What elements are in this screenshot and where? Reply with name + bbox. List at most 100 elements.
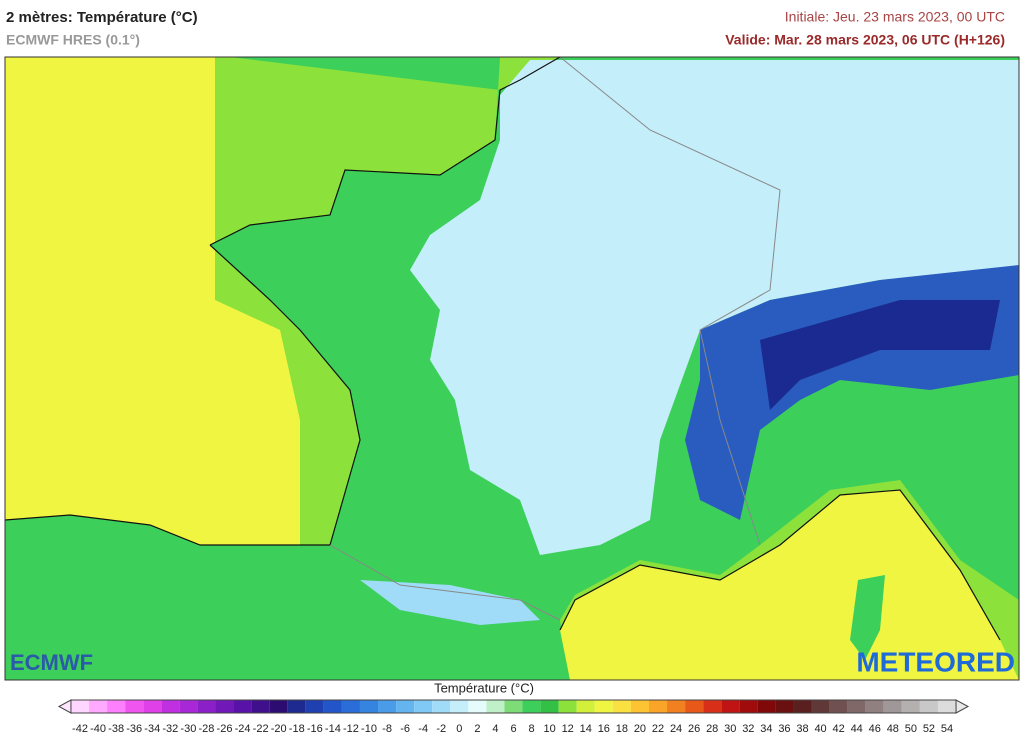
colorbar-swatch [865,700,884,713]
colorbar-tick-label: -24 [235,723,251,735]
colorbar-tick-label: -42 [72,723,88,735]
colorbar-tick-label: 14 [580,723,592,735]
colorbar-tick-label: -12 [343,723,359,735]
colorbar-tick-label: -36 [126,723,142,735]
colorbar-swatch [161,700,180,713]
colorbar-swatch [251,700,270,713]
colorbar-swatch [847,700,866,713]
ecmwf-logo: ECMWF [10,650,93,675]
map: ECMWF METEORED [4,56,1020,681]
colorbar-swatch [901,700,920,713]
colorbar-tick-label: 34 [760,723,772,735]
colorbar-swatch [739,700,758,713]
coastline [559,489,1001,641]
colorbar-swatch [612,700,631,713]
colorbar-tick-label: 22 [652,723,664,735]
colorbar-tick-label: 26 [688,723,700,735]
colorbar-swatch [829,700,848,713]
colorbar-swatch [721,700,740,713]
coastline [4,244,361,546]
colorbar-swatch [576,700,595,713]
colorbar-swatch [70,700,90,713]
colorbar-tick-label: 10 [544,723,556,735]
colorbar-swatch [630,700,649,713]
colorbar-tick-label: 12 [562,723,574,735]
colorbar-swatch [811,700,830,713]
colorbar-swatch [359,700,379,713]
cold-plains [410,60,1019,555]
colorbar-swatch [323,700,342,713]
colorbar-tick-label: -38 [108,723,124,735]
colorbar-swatch [486,700,505,713]
colorbar-swatch [919,700,938,713]
colorbar-tick-label: 50 [905,723,917,735]
colorbar-swatch [215,700,234,713]
colorbar-swatch [197,700,216,713]
colorbar-tick-label: 4 [492,723,498,735]
colorbar-swatch [269,700,288,713]
alpine-peaks [760,300,1000,410]
colorbar-tick-label: 0 [456,723,462,735]
title: 2 mètres: Température (°C) [6,9,198,26]
map-frame [4,56,1020,681]
colorbar-swatch [648,700,668,713]
colorbar-tick-label: -32 [162,723,178,735]
legend-title: Température (°C) [434,680,534,695]
colorbar-swatch [233,700,252,713]
colorbar-swatch [775,700,794,713]
colorbar: -42 -40 -38 -36 -34 -32 -30 -28 -26 -24 -22 -20 -18-… [57,699,970,735]
border [329,544,561,621]
colorbar-tick-label: -8 [382,723,392,735]
meteored-logo: METEORED [856,646,1015,677]
coastline [209,56,561,246]
colorbar-swatch [594,700,613,713]
colorbar-tick-label: 48 [887,723,899,735]
colorbar-tick-label: -28 [198,723,214,735]
colorbar-swatch [341,700,360,713]
colorbar-frame [70,699,957,714]
colorbar-tick-label: 32 [742,723,754,735]
colorbar-swatch [179,700,198,713]
colorbar-swatch [305,700,324,713]
colorbar-tick-label: 44 [851,723,863,735]
colorbar-tick-label: 54 [941,723,953,735]
colorbar-swatch [558,700,577,713]
initial-time: Initiale: Jeu. 23 mars 2023, 00 UTC [785,9,1005,25]
valid-time: Valide: Mar. 28 mars 2023, 06 UTC (H+126… [725,32,1005,48]
colorbar-swatch [522,700,541,713]
colorbar-tick-label: 2 [474,723,480,735]
colorbar-tick-label: 30 [724,723,736,735]
colorbar-under [57,699,72,714]
colorbar-tick-label: 18 [616,723,628,735]
colorbar-swatch [937,700,957,713]
colorbar-swatch [450,700,469,713]
colorbar-tick-label: -30 [180,723,196,735]
colorbar-swatch [540,700,559,713]
colorbar-tick-label: 40 [814,723,826,735]
colorbar-swatch [89,700,108,713]
colorbar-tick-label: 38 [796,723,808,735]
colorbar-tick-label: 52 [923,723,935,735]
colorbar-swatch [504,700,523,713]
subtitle: ECMWF HRES (0.1°) [6,32,140,48]
colorbar-tick-label: -6 [400,723,410,735]
colorbar-tick-label: -40 [90,723,106,735]
colorbar-tick-label: -26 [217,723,233,735]
colorbar-tick-label: 20 [634,723,646,735]
colorbar-swatch [143,700,162,713]
colorbar-tick-label: 46 [869,723,881,735]
corsica [850,575,885,660]
colorbar-tick-label: -18 [289,723,305,735]
colorbar-swatch [396,700,415,713]
colorbar-tick-label: 36 [778,723,790,735]
colorbar-swatch [703,700,722,713]
colorbar-swatch [757,700,776,713]
colorbar-swatch [378,700,397,713]
colorbar-tick-label: 8 [529,723,535,735]
colorbar-swatch [793,700,812,713]
colorbar-swatch [107,700,126,713]
colorbar-tick-label: -2 [436,723,446,735]
colorbar-swatch [883,700,902,713]
